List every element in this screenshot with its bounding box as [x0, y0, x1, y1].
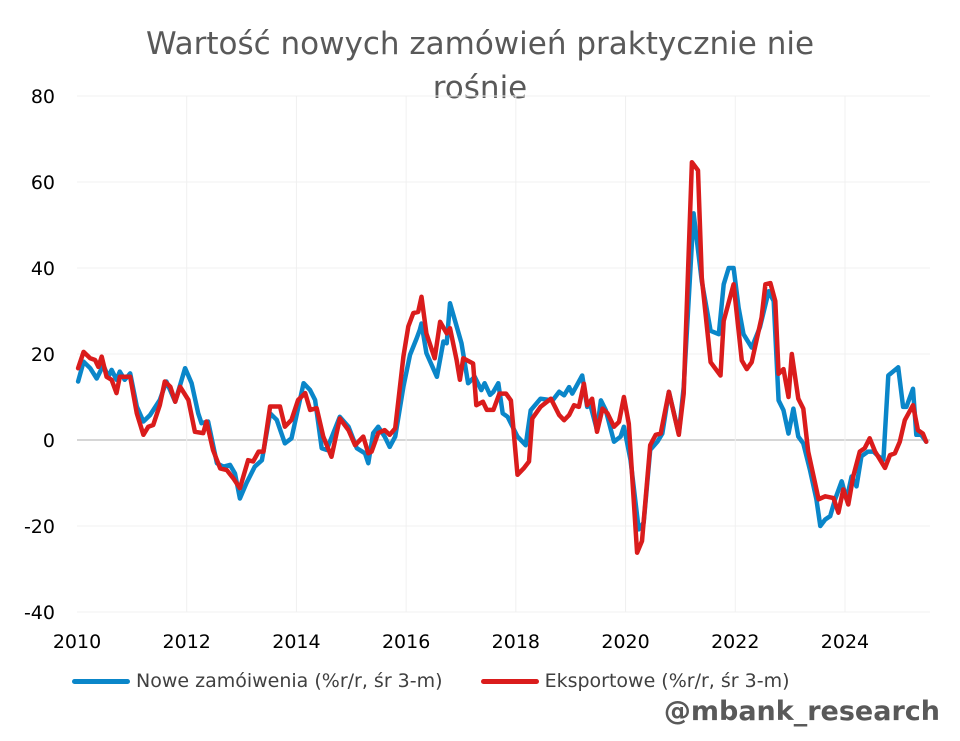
- y-tick-label: 60: [31, 172, 55, 194]
- y-tick-label: -40: [24, 602, 55, 624]
- y-tick-label: 40: [31, 258, 55, 280]
- axis-ticks: 80 60 40 20 0 -20 -40 2010 2012 2014 2016 2018 2020 2…: [24, 86, 869, 653]
- legend-label: Eksportowe (%r/r, śr 3-m): [544, 670, 790, 692]
- legend-swatch-blue: [72, 678, 130, 684]
- x-tick-label: 2010: [53, 631, 101, 653]
- y-tick-label: 80: [31, 86, 55, 108]
- y-tick-label: 0: [43, 430, 55, 452]
- legend-swatch-red: [480, 678, 539, 684]
- x-tick-label: 2012: [163, 631, 211, 653]
- watermark: @mbank_research: [663, 696, 940, 727]
- grid: [77, 95, 930, 613]
- x-tick-label: 2014: [272, 631, 320, 653]
- x-tick-label: 2018: [492, 631, 540, 653]
- y-tick-label: 20: [31, 344, 55, 366]
- series-line-export: [75, 159, 929, 555]
- x-tick-label: 2022: [711, 631, 759, 653]
- y-tick-label: -20: [24, 516, 55, 538]
- chart-title: Wartość nowych zamówień praktycznie nie …: [145, 26, 815, 106]
- legend-item-export: Eksportowe (%r/r, śr 3-m): [480, 670, 790, 692]
- legend-item-new-orders: Nowe zamóiwenia (%r/r, śr 3-m): [72, 670, 443, 692]
- series-line-new-orders: [75, 211, 929, 532]
- legend: Nowe zamóiwenia (%r/r, śr 3-m) Eksportow…: [72, 670, 790, 692]
- x-tick-label: 2024: [821, 631, 869, 653]
- x-tick-label: 2016: [382, 631, 430, 653]
- legend-label: Nowe zamóiwenia (%r/r, śr 3-m): [136, 670, 443, 692]
- series-lines: [75, 159, 929, 555]
- x-tick-label: 2020: [601, 631, 649, 653]
